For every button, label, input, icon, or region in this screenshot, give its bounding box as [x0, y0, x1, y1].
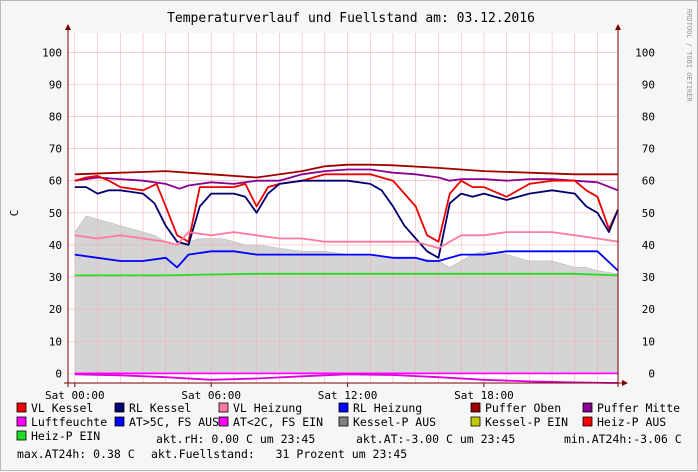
legend: VL Kessel RL Kessel VL Heizung RL Heizung Pu…	[16, 401, 680, 443]
y-tick-label-right: 50	[642, 207, 655, 220]
y-tick-label-right: 30	[642, 271, 655, 284]
watermark-text: RRDTOOL / TOBI OETIKER	[685, 9, 693, 103]
y-tick-label-left: 10	[49, 335, 62, 348]
footer-min-at: min.AT24h:-3.06 C	[564, 432, 682, 446]
series-line-puffer-mitte	[74, 168, 619, 192]
y-tick-label-right: 100	[635, 46, 655, 59]
legend-label: VL Kessel	[31, 401, 93, 415]
x-tick-label: Sat 12:00	[318, 389, 378, 402]
x-tick-label: Sat 06:00	[181, 389, 241, 402]
legend-label: Heiz-P AUS	[597, 415, 666, 429]
y-tick-label-right: 40	[642, 239, 655, 252]
legend-label: Luftfeuchte	[31, 415, 107, 429]
series-line-vl-kessel	[74, 173, 619, 243]
y-axis-arrow-right	[615, 24, 621, 30]
legend-swatch	[470, 402, 481, 413]
y-tick-label-left: 80	[49, 110, 62, 123]
legend-swatch	[16, 430, 27, 441]
legend-swatch	[218, 416, 229, 427]
series-line-rl-kessel	[74, 179, 619, 259]
legend-swatch	[218, 402, 229, 413]
legend-label: AT<2C, FS EIN	[233, 415, 323, 429]
legend-label: Kessel-P EIN	[485, 415, 568, 429]
y-tick-label-left: 100	[42, 46, 62, 59]
series-line-vl-heizung	[74, 231, 619, 250]
footer-fuellstand: akt.Fuellstand: 31 Prozent um 23:45	[151, 447, 407, 461]
y-tick-label-right: 10	[642, 335, 655, 348]
y-tick-label-left: 0	[55, 367, 62, 380]
series-line-at-2c-fs-ein	[74, 373, 619, 384]
y-tick-label-right: 20	[642, 303, 655, 316]
legend-swatch	[114, 416, 125, 427]
legend-swatch	[470, 416, 481, 427]
x-axis-arrow	[622, 380, 628, 386]
legend-label: RL Heizung	[353, 401, 422, 415]
chart-title: Temperaturverlauf und Fuellstand am: 03.…	[167, 11, 535, 26]
legend-label: Heiz-P EIN	[31, 429, 100, 443]
legend-label: Kessel-P AUS	[353, 415, 436, 429]
y-axis-arrow-left	[65, 24, 71, 30]
legend-label: RL Kessel	[129, 401, 191, 415]
legend-swatch	[16, 416, 27, 427]
y-tick-label-right: 60	[642, 175, 655, 188]
series-line-rl-heizung	[74, 250, 619, 272]
y-tick-label-left: 90	[49, 78, 62, 91]
legend-label: Puffer Oben	[485, 401, 561, 415]
legend-swatch	[114, 402, 125, 413]
legend-swatch	[582, 416, 593, 427]
y-axis-label: C	[8, 210, 21, 217]
legend-swatch	[16, 402, 27, 413]
series-line-heiz-p-ein	[74, 272, 619, 277]
legend-label: Puffer Mitte	[597, 401, 680, 415]
y-tick-label-left: 60	[49, 175, 62, 188]
legend-swatch	[338, 402, 349, 413]
y-tick-label-right: 90	[642, 78, 655, 91]
y-tick-label-right: 0	[648, 367, 655, 380]
legend-swatch	[338, 416, 349, 427]
footer-max-at: max.AT24h: 0.38 C	[17, 447, 135, 461]
y-tick-label-left: 40	[49, 239, 62, 252]
y-tick-label-left: 50	[49, 207, 62, 220]
y-tick-label-left: 30	[49, 271, 62, 284]
legend-swatch	[582, 402, 593, 413]
y-tick-label-left: 70	[49, 143, 62, 156]
footer-at: akt.AT:-3.00 C um 23:45	[356, 432, 515, 446]
plot-area: 0 0 10 10 20 20 30 30 40 40 50 50 60 60 70 70 80 80 90 90 10…	[42, 24, 655, 402]
x-tick-label: Sat 00:00	[45, 389, 105, 402]
legend-label: VL Heizung	[233, 401, 302, 415]
series-line-puffer-oben	[74, 163, 618, 179]
y-tick-label-right: 80	[642, 110, 655, 123]
legend-label: AT>5C, FS AUS	[129, 415, 219, 429]
x-tick-label: Sat 18:00	[454, 389, 514, 402]
footer-rh: akt.rH: 0.00 C um 23:45	[156, 432, 315, 446]
y-tick-label-left: 20	[49, 303, 62, 316]
y-tick-label-right: 70	[642, 143, 655, 156]
